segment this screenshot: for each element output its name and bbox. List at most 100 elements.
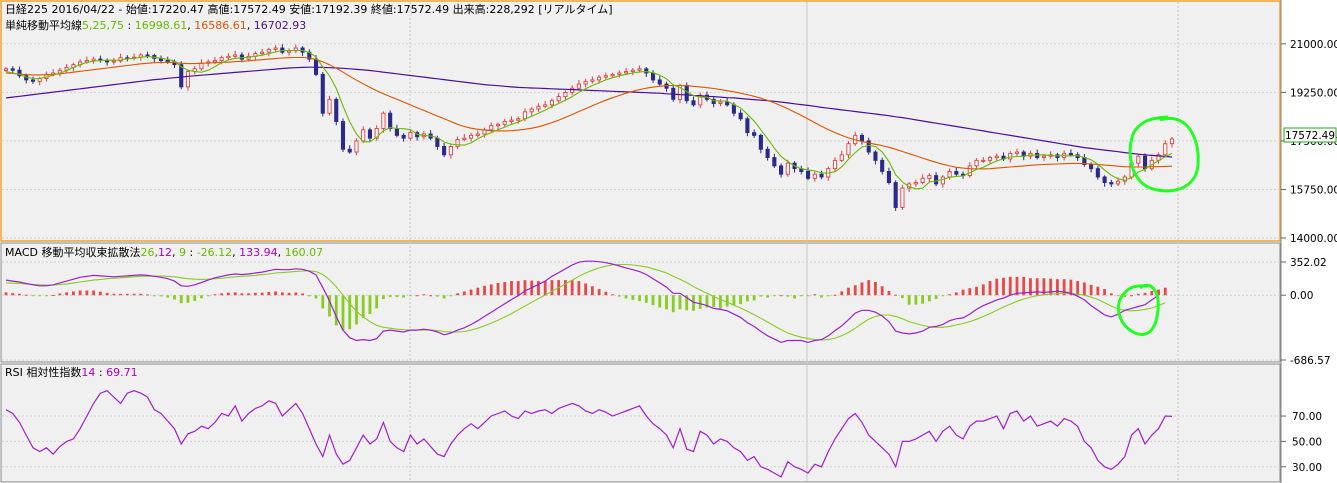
candle-body bbox=[954, 170, 959, 175]
candle-body bbox=[779, 165, 784, 175]
candle-body bbox=[529, 108, 534, 113]
macd-histogram-bar bbox=[429, 295, 433, 297]
candle-body bbox=[1169, 138, 1175, 145]
candle-body bbox=[1136, 155, 1141, 164]
candle-body bbox=[920, 177, 925, 183]
candle-body bbox=[684, 85, 689, 102]
candle-body bbox=[880, 159, 885, 172]
macd-histogram-bar bbox=[24, 294, 28, 296]
macd-histogram-bar bbox=[772, 295, 776, 297]
macd-histogram-bar bbox=[1103, 289, 1107, 296]
candle-body bbox=[388, 112, 393, 129]
candle-body bbox=[273, 47, 278, 50]
macd-histogram-bar bbox=[415, 295, 419, 297]
macd-param-long: 26 bbox=[140, 246, 154, 259]
candle-body bbox=[974, 159, 979, 167]
candle-body bbox=[1109, 182, 1114, 185]
macd-panel[interactable] bbox=[0, 242, 1281, 363]
price-tick-label: 14000.00 bbox=[1290, 233, 1337, 245]
macd-histogram-bar bbox=[1157, 289, 1160, 296]
macd-signal-line bbox=[5, 263, 1166, 341]
macd-histogram-bar bbox=[934, 295, 938, 299]
candle-body bbox=[10, 68, 15, 71]
candle-body bbox=[624, 71, 629, 74]
macd-histogram-bar bbox=[719, 295, 722, 309]
candle-body bbox=[947, 170, 952, 178]
candle-body bbox=[408, 132, 413, 139]
price-panel[interactable] bbox=[0, 0, 1281, 242]
macd-histogram-bar bbox=[590, 286, 594, 296]
candle-body bbox=[502, 121, 507, 125]
macd-param-signal: 9 bbox=[179, 246, 186, 259]
macd-histogram-bar bbox=[995, 278, 999, 296]
candle-body bbox=[1068, 152, 1073, 156]
ma75-value: 16702.93 bbox=[254, 19, 307, 32]
candle-body bbox=[893, 182, 898, 208]
macd-histogram-bar bbox=[712, 295, 716, 308]
macd-histogram-bar bbox=[38, 295, 42, 297]
macd-histogram-bar bbox=[799, 295, 803, 297]
ma25-value: 16586.61 bbox=[194, 19, 247, 32]
candle-body bbox=[758, 134, 763, 150]
candle-body bbox=[940, 176, 945, 185]
macd-histogram-bar bbox=[368, 295, 372, 315]
candle-body bbox=[1102, 176, 1107, 183]
macd-tick-label: -686.57 bbox=[1290, 355, 1331, 367]
macd-histogram-bar bbox=[1136, 293, 1140, 296]
macd-histogram-bar bbox=[644, 295, 648, 303]
macd-histogram-bar bbox=[220, 293, 224, 296]
macd-histogram-bar bbox=[402, 295, 406, 298]
macd-histogram-bar bbox=[510, 281, 513, 296]
rsi-tick-label: 50.00 bbox=[1292, 436, 1322, 448]
candle-body bbox=[199, 62, 204, 70]
candle-body bbox=[644, 68, 649, 74]
macd-histogram-bar bbox=[1082, 282, 1086, 296]
rsi-tick-label: 30.00 bbox=[1292, 462, 1322, 474]
price-tick-label: 15750.00 bbox=[1290, 184, 1337, 196]
candle-body bbox=[617, 72, 622, 75]
candle-body bbox=[509, 119, 514, 122]
macd-histogram-bar bbox=[11, 293, 15, 296]
macd-histogram-bar bbox=[847, 287, 850, 296]
candle-body bbox=[327, 98, 332, 114]
price-axis-area bbox=[1281, 0, 1337, 483]
candle-body bbox=[839, 154, 844, 161]
macd-histogram-bar bbox=[395, 295, 399, 298]
macd-histogram-bar bbox=[233, 292, 237, 296]
macd-histogram-bar bbox=[887, 290, 891, 296]
rsi-panel[interactable] bbox=[0, 363, 1281, 483]
macd-histogram-bar bbox=[408, 295, 412, 297]
macd-histogram-bar bbox=[604, 291, 608, 296]
macd-histogram-bar bbox=[186, 295, 190, 303]
chart-header-title: 日経225 2016/04/22 - 始値:17220.47 高値:17572.… bbox=[5, 2, 613, 16]
macd-histogram-bar bbox=[611, 294, 614, 296]
candle-body bbox=[401, 134, 406, 139]
macd-histogram-bar bbox=[874, 282, 877, 296]
macd-histogram-bar bbox=[132, 293, 136, 296]
ma-legend-params: 5,25,75 bbox=[82, 19, 124, 32]
candle-body bbox=[738, 112, 743, 120]
macd-histogram-bar bbox=[1002, 277, 1005, 296]
candle-body bbox=[752, 132, 757, 136]
macd-histogram-bar bbox=[1096, 286, 1100, 296]
highlight-circle-macd bbox=[1117, 283, 1160, 336]
macd-histogram-bar bbox=[287, 292, 291, 296]
macd-histogram-bar bbox=[125, 293, 129, 296]
macd-histogram-bar bbox=[314, 295, 318, 299]
macd-line bbox=[5, 260, 1159, 344]
macd-histogram-bar bbox=[274, 291, 277, 296]
macd-histogram-bar bbox=[469, 289, 473, 296]
candle-body bbox=[30, 79, 36, 82]
candle-body bbox=[590, 79, 595, 82]
macd-histogram-bar bbox=[867, 280, 871, 296]
macd-histogram-bar bbox=[732, 295, 736, 306]
macd-histogram-bar bbox=[840, 291, 844, 296]
candle-body bbox=[563, 91, 568, 98]
candle-body bbox=[576, 83, 581, 89]
macd-histogram-bar bbox=[914, 295, 918, 305]
candle-body bbox=[610, 73, 615, 77]
candle-body bbox=[1008, 152, 1013, 160]
macd-histogram-bar bbox=[361, 295, 365, 318]
macd-histogram-bar bbox=[200, 295, 203, 299]
